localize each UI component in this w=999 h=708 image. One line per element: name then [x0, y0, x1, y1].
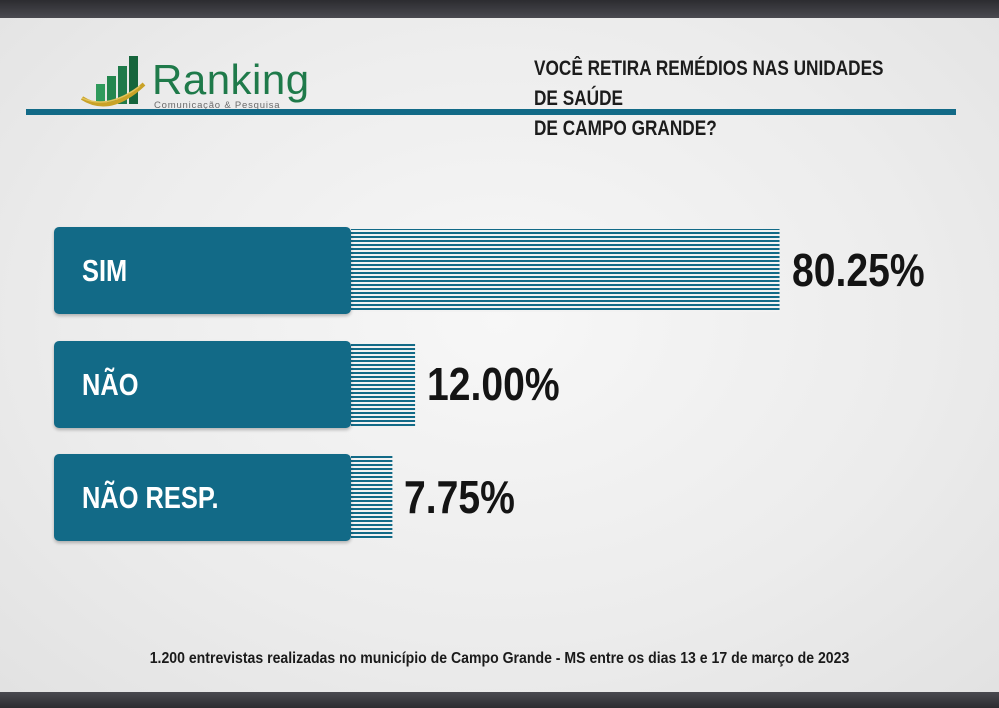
value-label-0: 80.25% [791, 244, 925, 296]
category-box-1: NÃO [54, 341, 351, 428]
brand-tagline: Comunicação & Pesquisa [154, 100, 281, 111]
survey-footnote: 1.200 entrevistas realizadas no municípi… [0, 650, 999, 668]
bar-0 [351, 229, 780, 312]
header-divider [26, 109, 956, 115]
ranking-logo: Ranking Comunicação & Pesquisa [80, 54, 309, 114]
brand-name: Ranking [152, 56, 310, 103]
category-label-0: SIM [82, 253, 128, 288]
category-label-1: NÃO [82, 367, 139, 402]
top-frame [0, 0, 999, 18]
footnote-text: 1.200 entrevistas realizadas no municípi… [149, 650, 850, 667]
category-box-0: SIM [54, 227, 351, 314]
bar-growth-logo-icon [80, 56, 146, 107]
poll-question: VOCÊ RETIRA REMÉDIOS NAS UNIDADES DE SAÚ… [534, 57, 884, 140]
value-label-1: 12.00% [427, 358, 560, 410]
bar-2 [351, 456, 393, 539]
bar-1 [351, 343, 416, 426]
value-label-2: 7.75% [404, 471, 516, 523]
category-label-2: NÃO RESP. [82, 480, 219, 515]
bottom-frame [0, 692, 999, 708]
category-box-2: NÃO RESP. [54, 454, 351, 541]
